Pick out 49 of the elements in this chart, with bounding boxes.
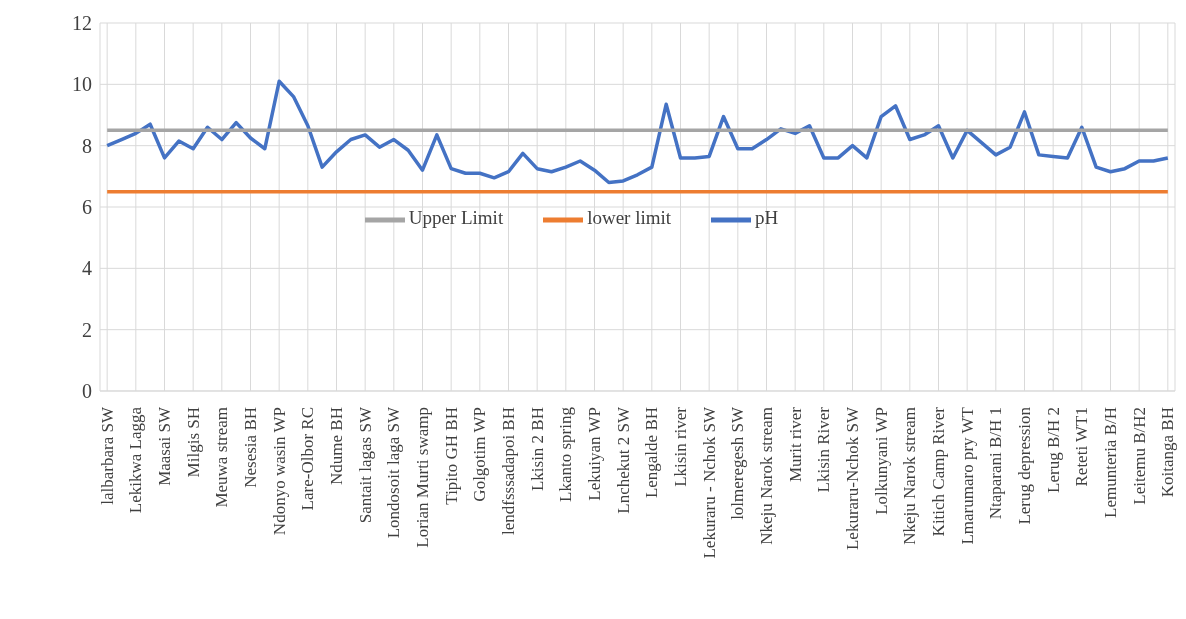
x-tick-label: Ntaparani B/H 1 — [986, 407, 1006, 520]
x-tick-label: Lkisin 2 BH — [527, 407, 547, 492]
x-tick-label: Lare-Olbor RC — [298, 407, 318, 511]
x-tick-label: Lengalde BH — [642, 407, 662, 499]
x-tick-label: Murit river — [785, 406, 805, 483]
x-tick-label: Tipito GH BH — [441, 407, 461, 505]
y-tick-label: 6 — [82, 196, 92, 219]
x-tick-label: Kitich Camp River — [929, 406, 948, 537]
x-tick-label: Lkisin river — [671, 406, 690, 487]
x-tick-label: Milgis SH — [183, 407, 203, 478]
x-tick-label: Reteti WT1 — [1072, 407, 1092, 487]
y-tick-label: 0 — [82, 380, 92, 403]
x-tick-label: Londosoit laga SW — [384, 406, 404, 539]
x-tick-label: Lorian Murti swamp — [413, 407, 432, 548]
y-tick-label: 10 — [72, 73, 92, 96]
x-tick-label: Lmarumaro pry WT — [957, 406, 977, 545]
x-tick-label: Nesesia BH — [241, 407, 260, 488]
x-tick-label: Ndonyo wasin WP — [269, 407, 289, 536]
x-tick-label: Lkanto spring — [556, 406, 576, 502]
x-tick-label: lolmeregesh SW — [728, 406, 748, 520]
y-tick-label: 2 — [82, 318, 92, 341]
x-tick-label: Lekikwa Lagga — [126, 406, 146, 514]
legend-label: Upper Limit — [408, 206, 504, 228]
y-tick-label: 4 — [82, 257, 92, 280]
x-tick-label: Koitanga BH — [1158, 407, 1178, 498]
x-tick-label: Lnchekut 2 SW — [613, 406, 633, 514]
y-tick-label: 8 — [82, 134, 92, 157]
x-tick-label: lendfsssadapoi BH — [499, 407, 518, 535]
x-tick-label: Santait lagas SW — [355, 406, 375, 524]
x-tick-label: Lemunteria B/H — [1101, 407, 1120, 518]
x-tick-label: Lekuraru-Nchok SW — [843, 406, 862, 551]
x-tick-label: Lekuraru - Nchok SW — [699, 406, 719, 559]
x-tick-label: Lerug depression — [1015, 406, 1034, 525]
x-tick-label: Golgotim WP — [470, 407, 490, 502]
line-series — [105, 79, 1170, 185]
legend-label: lower limit — [587, 206, 672, 228]
legend-label: pH — [755, 206, 779, 228]
x-tick-label: Maasai SW — [155, 406, 174, 486]
x-tick-label: Nkeju Narok stream — [757, 407, 776, 545]
x-tick-label: Meuwa stream — [212, 407, 232, 508]
x-tick-label: Lolkunyani WP — [871, 407, 891, 515]
x-tick-label: Lerug B/H 2 — [1043, 407, 1063, 493]
x-tick-label: Nkeju Narok stream — [900, 407, 920, 545]
x-tick-label: Leitemu B/H2 — [1129, 407, 1149, 505]
y-tick-label: 12 — [72, 12, 92, 35]
x-tick-label: Lkisin River — [814, 406, 834, 493]
x-tick-label: Ndume BH — [327, 407, 346, 485]
x-tick-label: lalbarbara SW — [97, 406, 117, 505]
x-tick-label: Lekuiyan WP — [585, 407, 604, 501]
